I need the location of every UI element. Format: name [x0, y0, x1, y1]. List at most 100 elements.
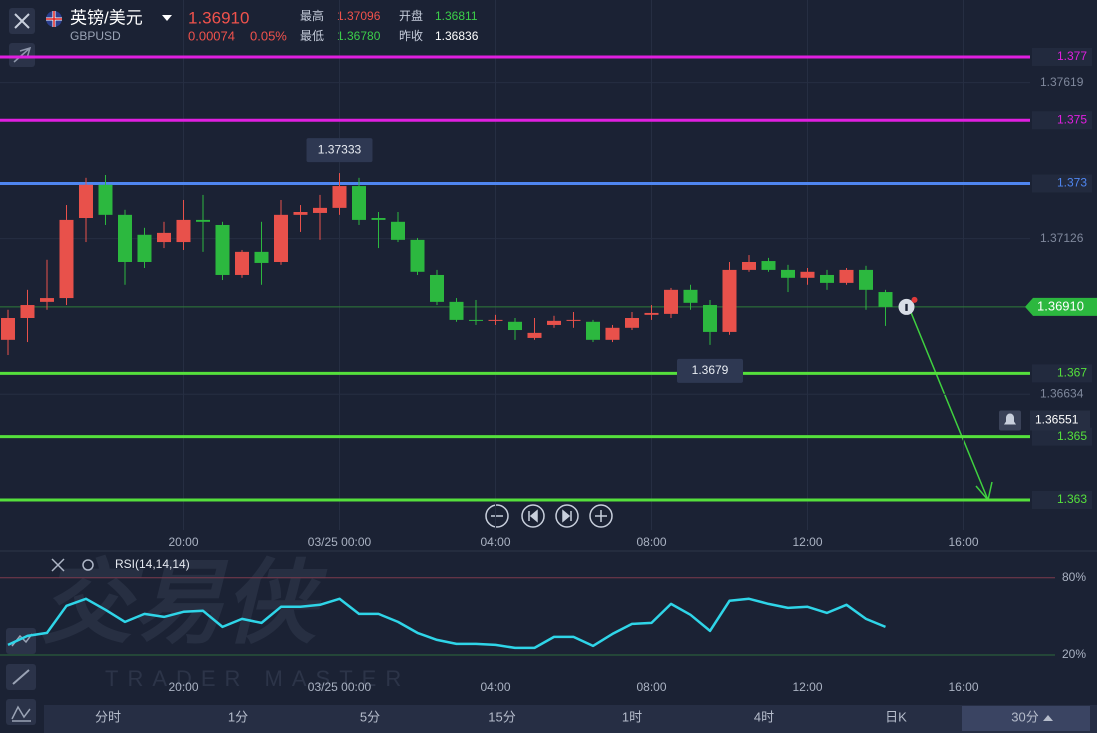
toolbar-active	[962, 706, 1090, 731]
scroll-start[interactable]	[521, 504, 545, 528]
candle-body	[664, 289, 679, 314]
price-level-tag	[1032, 427, 1092, 446]
flag-cross-red	[46, 11, 62, 27]
candle-body	[605, 327, 620, 340]
candle-body	[78, 184, 93, 219]
candle-body	[800, 271, 815, 278]
x-tick-label: 20:00	[168, 535, 198, 549]
price-callout: 1.3679	[692, 363, 729, 377]
change: 0.00074	[188, 28, 235, 43]
x-tick-label: 12:00	[792, 535, 822, 549]
zoom-in[interactable]	[589, 504, 613, 528]
timeframe-button[interactable]: 1时	[622, 709, 642, 724]
stat-label: 最高	[300, 8, 324, 23]
watermark-subtitle: TRADER MASTER	[105, 666, 410, 691]
x-tick-label: 03/25 00:00	[308, 680, 372, 694]
x-tick-label: 03/25 00:00	[308, 535, 372, 549]
tool-icon	[11, 705, 31, 722]
timeframe-button[interactable]: 4时	[754, 709, 774, 724]
x-tick-label: 04:00	[480, 535, 510, 549]
candle-body	[449, 301, 464, 320]
x-tick-label: 20:00	[168, 680, 198, 694]
candle-body	[234, 251, 249, 275]
candle-body	[117, 214, 132, 262]
candle-body	[742, 261, 757, 270]
candle-body	[195, 219, 210, 222]
info-marker-bar	[905, 303, 908, 311]
price-level-tag	[1032, 111, 1092, 130]
candle-body	[722, 269, 737, 332]
candle-body	[468, 319, 483, 321]
price-callout-box	[677, 358, 744, 383]
candle-body	[215, 224, 230, 275]
x-tick-label: 16:00	[948, 535, 978, 549]
price: 1.36910	[188, 8, 249, 27]
zoom-out[interactable]	[485, 504, 509, 528]
candle-body	[781, 269, 796, 278]
candle-body	[859, 269, 874, 290]
price-level-label: 1.375	[1057, 112, 1087, 126]
y-tick-label: 80%	[1062, 570, 1086, 584]
stat-value: 1.36780	[337, 29, 381, 43]
x-tick-label: 08:00	[636, 535, 666, 549]
candle-body	[761, 261, 776, 270]
price-level-label: 1.365	[1057, 429, 1087, 443]
timeframe-button[interactable]: 15分	[488, 709, 515, 724]
stat-label: 最低	[300, 29, 324, 43]
timeframe-button[interactable]: 日K	[885, 709, 907, 724]
alert-label: 1.36551	[1035, 413, 1079, 427]
price-level-label: 1.367	[1057, 366, 1087, 380]
timeframe-button[interactable]: 5分	[360, 709, 380, 724]
x-tick-label: 08:00	[636, 680, 666, 694]
y-tick-label: 1.36634	[1040, 386, 1084, 400]
timeframe-caret[interactable]	[1043, 715, 1053, 721]
alert-icon	[1004, 413, 1016, 425]
price-callout-box	[306, 138, 373, 163]
timeframe-button[interactable]: 分时	[95, 709, 121, 724]
symbol-code: GBPUSD	[70, 29, 121, 43]
candle-body	[410, 239, 425, 272]
candle-body	[820, 274, 835, 283]
x-tick-label: 04:00	[480, 680, 510, 694]
timeframe-button[interactable]: 1分	[228, 709, 248, 724]
timeframe-button[interactable]: 30分	[1011, 709, 1038, 724]
candle-body	[59, 219, 74, 299]
rsi-title: RSI(14,14,14)	[115, 557, 190, 571]
price-level-tag	[1032, 47, 1092, 66]
price-level-label: 1.373	[1057, 176, 1087, 190]
rsi-close[interactable]	[51, 558, 65, 572]
change-pct: 0.05%	[250, 28, 287, 43]
candle-body	[273, 214, 288, 262]
candle-body	[254, 251, 269, 263]
rsi-line	[7, 597, 886, 650]
candle-body	[488, 319, 503, 321]
scroll-start-icon	[528, 509, 538, 523]
toolbar	[44, 705, 1097, 733]
tool-button[interactable]	[6, 628, 36, 654]
stat-value: 1.37096	[337, 9, 381, 23]
candle-body	[644, 312, 659, 315]
price-level-tag	[1032, 364, 1092, 383]
symbol-dropdown[interactable]	[162, 15, 172, 21]
candle-body	[878, 292, 893, 307]
collapse-icon	[13, 46, 32, 63]
stat-value: 1.36811	[435, 9, 478, 23]
stat-label: 昨收	[399, 29, 423, 43]
scroll-end[interactable]	[555, 504, 579, 528]
candle-body	[332, 186, 347, 208]
price-level-label: 1.363	[1057, 492, 1087, 506]
candle-body	[508, 321, 522, 331]
candle-body	[98, 184, 113, 215]
candle-body	[527, 332, 542, 338]
symbol-name[interactable]: 英镑/美元	[70, 8, 143, 27]
scroll-end-icon	[562, 509, 572, 523]
candle-body	[156, 232, 171, 243]
price-level-tag	[1032, 174, 1092, 193]
x-tick-label: 16:00	[948, 680, 978, 694]
tool-icon	[12, 669, 30, 685]
candle-body	[566, 319, 581, 321]
price-level-tag	[1032, 490, 1092, 509]
rsi-settings[interactable]	[82, 559, 94, 571]
candle-body	[39, 298, 54, 302]
